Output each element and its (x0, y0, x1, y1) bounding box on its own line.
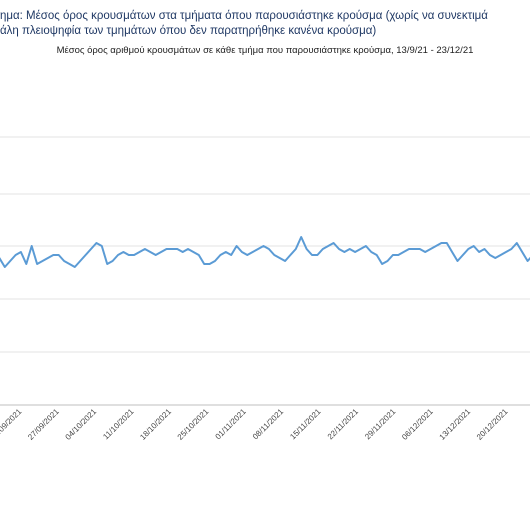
x-tick-label: 06/12/2021 (400, 407, 435, 442)
series-group (0, 236, 530, 268)
x-tick-label: 25/10/2021 (176, 407, 211, 442)
series-line (0, 236, 530, 268)
chart-title: Μέσος όρος αριθμού κρουσμάτων σε κάθε τμ… (56, 45, 474, 56)
figure-caption: ημα: Μέσος όρος κρουσμάτων στα τμήματα ό… (0, 9, 530, 39)
x-tick-label: 13/12/2021 (438, 407, 473, 442)
x-tick-label: 22/11/2021 (326, 407, 361, 442)
x-tick-label: 20/12/2021 (475, 407, 510, 442)
x-tick-label: 04/10/2021 (64, 407, 99, 442)
x-tick-label: 18/10/2021 (138, 407, 173, 442)
x-tick-label: 29/11/2021 (363, 407, 398, 442)
gridlines (0, 136, 530, 406)
caption-line-1: ημα: Μέσος όρος κρουσμάτων στα τμήματα ό… (0, 10, 488, 22)
x-tick-label: 27/09/2021 (26, 407, 61, 442)
x-tick-label: 11/10/2021 (101, 407, 136, 442)
caption-line-2: άλη πλειοψηφία των τμημάτων όπου δεν παρ… (0, 25, 377, 37)
x-tick-label: 01/11/2021 (214, 407, 249, 442)
x-axis-ticks: 20/09/2021 27/09/2021 04/10/2021 11/10/2021… (0, 407, 510, 442)
x-tick-label: 08/11/2021 (251, 407, 286, 442)
x-tick-label: 15/11/2021 (288, 407, 323, 442)
x-tick-label: 20/09/2021 (0, 407, 24, 442)
